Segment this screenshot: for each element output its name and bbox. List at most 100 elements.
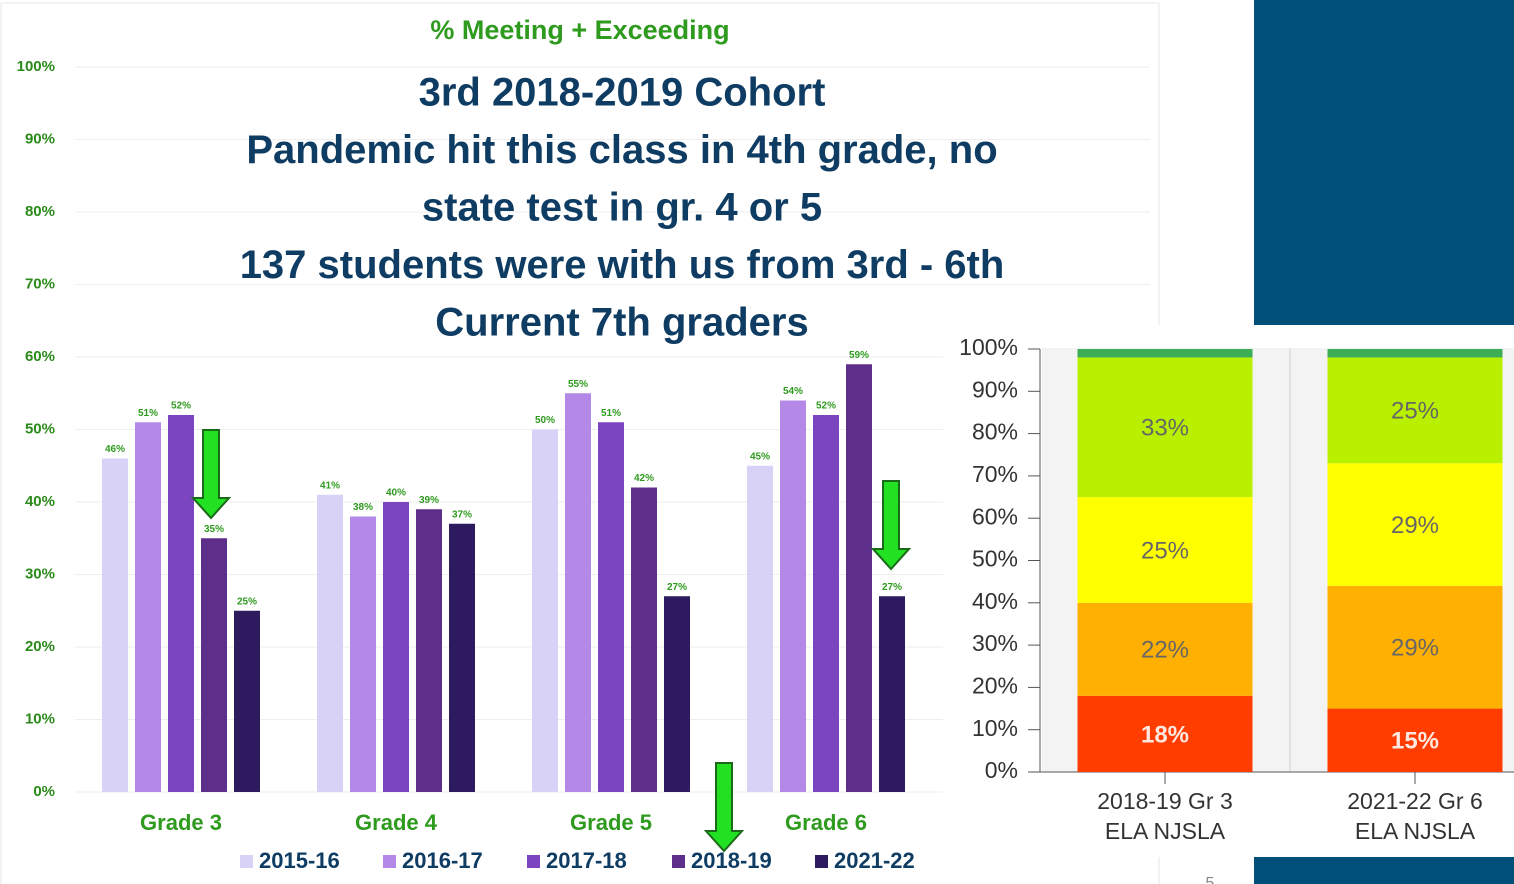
data-label: 37% — [452, 509, 472, 520]
data-label: 35% — [204, 524, 224, 535]
y-tick-label: 20% — [25, 638, 55, 655]
bar — [449, 523, 475, 792]
legend-label: 2016-17 — [402, 848, 483, 873]
y-tick-label: 80% — [972, 419, 1018, 445]
bar-segment — [1077, 357, 1253, 498]
bar — [317, 494, 343, 792]
y-tick-label: 10% — [972, 715, 1018, 741]
x-tick-label: 2021-22 Gr 6 — [1347, 788, 1483, 814]
bar-segment — [1077, 497, 1253, 603]
annotation: Pandemic hit this class in 4th grade, no — [246, 128, 997, 172]
arrow — [190, 429, 232, 520]
data-label: 51% — [601, 408, 621, 419]
arrow — [703, 762, 745, 853]
y-tick-label: 80% — [25, 203, 55, 220]
bar — [631, 487, 657, 792]
data-label: 41% — [320, 480, 340, 491]
legend-swatch — [383, 855, 396, 868]
data-label: 25% — [237, 596, 257, 607]
chart-1: % Meeting + Exceeding 0% 10% 20% 30% 40% 50% 60… — [17, 15, 1150, 873]
annotation: 3rd 2018-2019 Cohort — [419, 71, 826, 115]
annotation: 137 students were with us from 3rd - 6th — [240, 243, 1005, 287]
data-label: 27% — [667, 582, 687, 593]
y-tick-label: 10% — [25, 710, 55, 727]
legend-label: 2021-22 — [834, 848, 915, 873]
annotation: state test in gr. 4 or 5 — [422, 186, 822, 230]
bar — [201, 538, 227, 792]
segment-label: 33% — [1141, 415, 1189, 442]
bar-segment — [1327, 357, 1503, 464]
data-label: 51% — [138, 408, 158, 419]
y-tick-label: 90% — [25, 130, 55, 147]
legend-label: 2017-18 — [546, 848, 627, 873]
y-tick-label: 70% — [25, 275, 55, 292]
y-tick-label: 60% — [972, 503, 1018, 529]
bar — [879, 596, 905, 792]
bar — [102, 458, 128, 792]
legend-swatch — [672, 855, 685, 868]
y-tick-label: 0% — [985, 757, 1018, 783]
bar — [168, 415, 194, 792]
data-label: 54% — [783, 386, 803, 397]
bar — [780, 400, 806, 792]
bar-segment — [1327, 585, 1503, 709]
y-tick-label: 50% — [972, 546, 1018, 572]
annotation: Current 7th graders — [435, 301, 808, 345]
bar-segment — [1327, 349, 1503, 358]
bar — [135, 422, 161, 792]
bar-segment — [1077, 602, 1253, 696]
segment-label: 22% — [1141, 637, 1189, 664]
bar — [846, 364, 872, 792]
x-tick-label: Grade 3 — [140, 810, 222, 835]
data-label: 52% — [816, 401, 836, 412]
x-tick-label: Grade 6 — [785, 810, 867, 835]
y-tick-label: 30% — [25, 565, 55, 582]
bar — [598, 422, 624, 792]
segment-label: 25% — [1391, 398, 1439, 425]
segment-label: 29% — [1391, 635, 1439, 662]
segment-label: 29% — [1391, 512, 1439, 539]
data-label: 38% — [353, 502, 373, 513]
data-label: 52% — [171, 401, 191, 412]
data-label: 27% — [882, 582, 902, 593]
arrows — [190, 429, 912, 853]
chart-title: % Meeting + Exceeding — [430, 15, 729, 45]
x-tick-label: Grade 4 — [355, 810, 438, 835]
x-tick-label: Grade 5 — [570, 810, 652, 835]
legend-label: 2015-16 — [259, 848, 340, 873]
y-tick-label: 50% — [25, 420, 55, 437]
bar — [234, 610, 260, 792]
y-tick-label: 40% — [25, 493, 55, 510]
bar — [350, 516, 376, 792]
legend-swatch — [240, 855, 253, 868]
bar-segment — [1077, 349, 1253, 358]
x-tick-label: ELA NJSLA — [1105, 818, 1226, 844]
y-tick-label: 20% — [972, 672, 1018, 698]
data-label: 39% — [419, 495, 439, 506]
bar-segment — [1327, 708, 1503, 772]
legend-swatch — [815, 855, 828, 868]
data-label: 40% — [386, 488, 406, 499]
segment-label: 18% — [1141, 721, 1189, 748]
bar-segment — [1327, 463, 1503, 586]
segment-label: 15% — [1391, 728, 1439, 755]
data-label: 42% — [634, 473, 654, 484]
bar — [664, 596, 690, 792]
data-label: 45% — [750, 451, 770, 462]
x-tick-label: ELA NJSLA — [1355, 818, 1476, 844]
y-tick-label: 90% — [972, 376, 1018, 402]
y-tick-label: 60% — [25, 348, 55, 365]
chart-2: 0% 10% 20% 30% 40% 50% 60% 70% 80% 90% 100% 2018-19… — [959, 334, 1514, 844]
bar — [532, 429, 558, 792]
bar — [383, 502, 409, 792]
arrow — [870, 480, 912, 571]
legend-swatch — [527, 855, 540, 868]
page-number: 5 — [1206, 875, 1215, 884]
bar — [416, 509, 442, 792]
y-tick-label: 70% — [972, 461, 1018, 487]
y-tick-label: 100% — [959, 334, 1018, 360]
bar — [565, 393, 591, 792]
data-label: 50% — [535, 415, 555, 426]
y-tick-label: 30% — [972, 630, 1018, 656]
